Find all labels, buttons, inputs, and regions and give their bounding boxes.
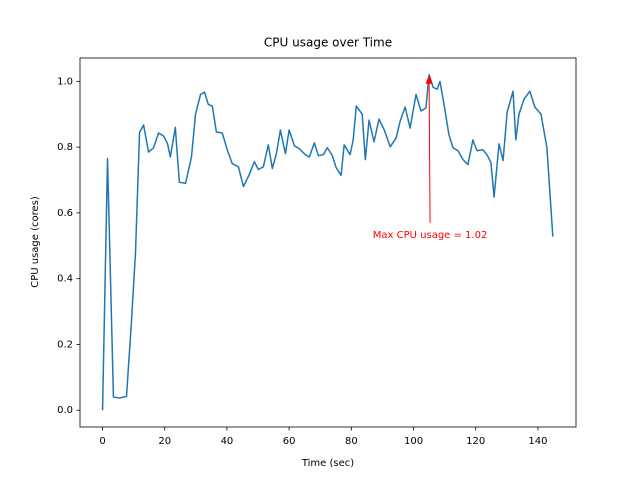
x-axis-label: Time (sec) xyxy=(301,458,354,469)
x-tick-label: 60 xyxy=(283,436,296,447)
x-tick-label: 40 xyxy=(221,436,234,447)
y-tick-label: 1.0 xyxy=(57,76,73,87)
annotation-text: Max CPU usage = 1.02 xyxy=(373,230,488,241)
y-tick-label: 0.6 xyxy=(57,208,73,219)
y-axis-label: CPU usage (cores) xyxy=(30,196,41,288)
plot-frame xyxy=(79,57,577,428)
x-tick-label: 0 xyxy=(99,436,105,447)
data-line xyxy=(101,74,554,411)
x-tick-label: 120 xyxy=(466,436,485,447)
annotation-arrow xyxy=(425,74,433,223)
chart-title: CPU usage over Time xyxy=(264,36,392,50)
y-tick-label: 0.0 xyxy=(57,405,73,416)
y-tick-label: 0.4 xyxy=(57,274,73,285)
x-tick-label: 20 xyxy=(158,436,171,447)
y-tick-label: 0.2 xyxy=(57,339,73,350)
x-tick-label: 140 xyxy=(528,436,547,447)
arrow-shaft xyxy=(428,76,431,223)
x-tick-label: 80 xyxy=(345,436,358,447)
y-tick-label: 0.8 xyxy=(57,142,73,153)
x-tick-label: 100 xyxy=(404,436,423,447)
arrow-head xyxy=(425,74,433,84)
